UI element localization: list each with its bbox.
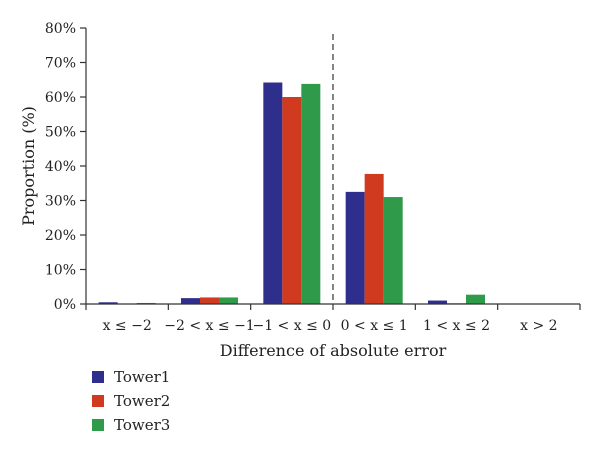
legend-swatch-tower1 [92,371,104,383]
bar-tower3-1 [219,297,238,304]
bar-tower2-2 [282,97,302,304]
bar-tower3-4 [466,294,485,304]
y-tick-label: 30% [45,194,76,210]
bar-tower1-0 [98,302,118,304]
legend: Tower1 Tower2 Tower3 [92,368,170,434]
bar-tower1-3 [345,191,365,304]
x-category-label: −1 < x ≤ 0 [252,318,331,334]
legend-label-tower3: Tower3 [114,416,170,434]
y-tick-label: 10% [45,263,76,279]
bar-tower3-2 [301,83,321,304]
bar-tower1-1 [181,298,200,304]
x-categories: x ≤ −2 −2 < x ≤ −1−1 < x ≤ 0 0 < x ≤ 1 1 < … [85,304,581,334]
y-tick-label: 70% [45,56,76,72]
y-tick-label: 60% [45,90,76,106]
x-category-label: 0 < x ≤ 1 [341,318,408,334]
bar-tower3-3 [383,197,403,304]
x-category-label: x > 2 [520,318,557,334]
legend-label-tower1: Tower1 [114,368,170,386]
bar-tower1-2 [263,82,283,304]
y-tick-label: 40% [45,159,76,175]
bar-tower2-1 [200,297,219,304]
x-category-label: x ≤ −2 [103,318,152,334]
x-category-label: 1 < x ≤ 2 [423,318,490,334]
y-axis-title: Proportion (%) [19,106,38,226]
legend-swatch-tower2 [92,395,104,407]
y-tick-label: 0% [54,297,76,313]
bar-tower2-3 [364,173,384,304]
legend-label-tower2: Tower2 [114,392,170,410]
legend-swatch-tower3 [92,419,104,431]
bar-tower1-4 [428,300,447,304]
y-tick-label: 50% [45,125,76,141]
x-category-label: −2 < x ≤ −1 [164,318,254,334]
y-tick-label: 20% [45,228,76,244]
x-axis-title: Difference of absolute error [220,341,447,360]
y-ticks: 0% 10% 20% 30% 40% 50% 60% 70% 80% [45,21,86,313]
bars [98,82,485,304]
y-tick-label: 80% [45,21,76,37]
